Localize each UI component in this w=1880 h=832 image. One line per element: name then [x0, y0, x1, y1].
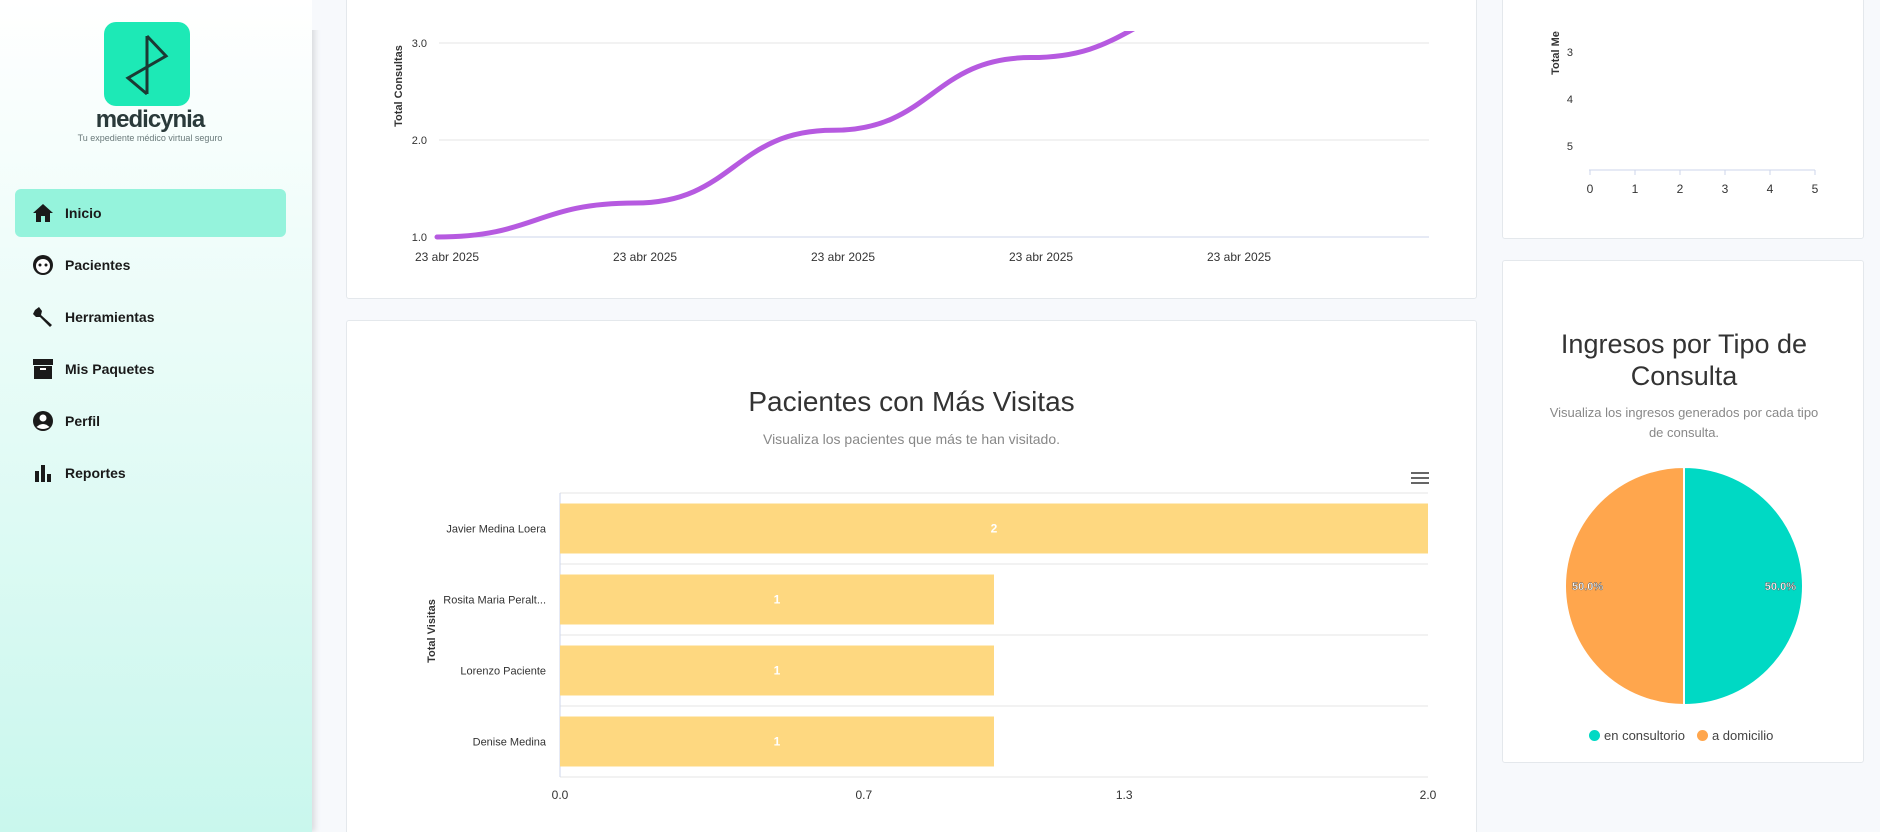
patients-visits-title: Pacientes con Más Visitas	[748, 386, 1075, 417]
x-tick-label: 23 abr 2025	[811, 250, 875, 264]
sidebar-item-label: Inicio	[65, 205, 102, 221]
sidebar-item-mis-paquetes[interactable]: Mis Paquetes	[15, 345, 286, 393]
x-tick-label: 0.7	[855, 788, 872, 802]
sidebar-item-perfil[interactable]: Perfil	[15, 397, 286, 445]
x-tick-label: 5	[1812, 182, 1819, 196]
x-tick-label: 23 abr 2025	[1009, 250, 1073, 264]
pie-data-label: 50.0%	[1572, 581, 1603, 593]
patient-face-icon	[31, 253, 55, 277]
y-tick-label: 3	[1567, 47, 1573, 59]
logo-mark-icon	[125, 34, 169, 96]
package-box-icon	[31, 357, 55, 381]
sidebar-item-reportes[interactable]: Reportes	[15, 449, 286, 497]
bar-data-label: 2	[991, 522, 998, 536]
sidebar-item-label: Pacientes	[65, 257, 131, 273]
x-tick-label: 23 abr 2025	[613, 250, 677, 264]
pie-slice	[1564, 465, 1685, 707]
sidebar-item-pacientes[interactable]: Pacientes	[15, 241, 286, 289]
category-label: Rosita Maria Peralt...	[443, 595, 546, 607]
y-tick-label: 2.0	[412, 135, 427, 147]
income-pie-subtitle: Visualiza los ingresos generados por cad…	[1549, 405, 1819, 440]
y-tick-label: 4	[1567, 94, 1573, 106]
sidebar-nav: Inicio Pacientes Herramientas Mis Paquet…	[15, 189, 286, 501]
bar	[560, 574, 994, 625]
y-axis-title: Total Consultas	[393, 45, 405, 127]
x-tick-label: 3	[1722, 182, 1729, 196]
x-tick-label: 2.0	[1420, 788, 1437, 802]
legend-dot	[1696, 730, 1708, 741]
consultas-line-chart-card: 1.0 2.0 3.0 23 abr 2025 23 abr 2025 23 abr 20…	[346, 0, 1477, 299]
category-label: Denise Medina	[473, 737, 547, 749]
x-tick-label: 0.0	[552, 788, 569, 802]
y-axis-title: Total Visitas	[426, 599, 438, 663]
x-tick-label: 1	[1632, 182, 1639, 196]
side-scatter-chart: 3 4 5 0 1 2 3 4 5 Total Me	[1550, 31, 1819, 196]
bar-data-label: 1	[774, 735, 781, 749]
chart-menu-icon[interactable]	[1411, 472, 1429, 484]
legend-label: en consultorio	[1604, 728, 1685, 743]
bar-data-label: 1	[774, 593, 781, 607]
sidebar-item-herramientas[interactable]: Herramientas	[15, 293, 286, 341]
bar	[560, 716, 994, 767]
bar	[560, 645, 994, 696]
bar-data-label: 1	[774, 664, 781, 678]
logo[interactable]	[104, 22, 190, 106]
side-scatter-chart-card: 3 4 5 0 1 2 3 4 5 Total Me	[1502, 0, 1864, 239]
income-pie-chart: 50.0% 50.0%	[1564, 465, 1804, 707]
patients-visits-chart-card: Pacientes con Más Visitas Visualiza los …	[346, 320, 1477, 832]
wrench-icon	[31, 305, 55, 329]
legend-item-a-domicilio[interactable]: a domicilio	[1696, 728, 1774, 743]
legend-item-en-consultorio[interactable]: en consultorio	[1589, 728, 1685, 743]
patients-visits-bar-chart: 2 Javier Medina Loera 1 Rosita Maria Peralt…	[426, 492, 1437, 802]
home-icon	[31, 201, 55, 225]
sidebar-item-label: Herramientas	[65, 309, 155, 325]
bar	[560, 503, 1428, 554]
bar-chart-icon	[31, 461, 55, 485]
profile-icon	[31, 409, 55, 433]
y-axis-title: Total Me	[1550, 31, 1562, 75]
sidebar: medicynia Tu expediente médico virtual s…	[0, 0, 312, 832]
consultas-line-chart: 1.0 2.0 3.0 23 abr 2025 23 abr 2025 23 abr 20…	[393, 31, 1429, 264]
patients-visits-subtitle: Visualiza los pacientes que más te han v…	[762, 431, 1061, 447]
pie-slice	[1683, 465, 1804, 707]
category-label: Lorenzo Paciente	[460, 666, 546, 678]
pie-legend: en consultorio a domicilio	[1589, 728, 1785, 743]
brand-tagline: Tu expediente médico virtual seguro	[77, 133, 223, 143]
x-tick-label: 1.3	[1116, 788, 1133, 802]
x-tick-label: 0	[1587, 182, 1594, 196]
y-tick-label: 3.0	[412, 38, 427, 50]
sidebar-item-label: Perfil	[65, 413, 101, 429]
legend-label: a domicilio	[1711, 728, 1774, 743]
x-tick-label: 2	[1677, 182, 1684, 196]
brand-name: medicynia	[95, 106, 205, 133]
x-tick-label: 23 abr 2025	[415, 250, 479, 264]
category-label: Javier Medina Loera	[446, 524, 547, 536]
series-line	[434, 31, 1136, 240]
legend-dot	[1589, 730, 1600, 741]
sidebar-item-inicio[interactable]: Inicio	[15, 189, 286, 237]
y-tick-label: 1.0	[412, 232, 427, 244]
sidebar-item-label: Reportes	[65, 465, 126, 481]
pie-data-label: 50.0%	[1765, 581, 1796, 593]
x-tick-label: 23 abr 2025	[1207, 250, 1271, 264]
y-tick-label: 5	[1567, 141, 1573, 153]
income-pie-title: Ingresos por Tipo de Consulta	[1560, 329, 1808, 391]
x-tick-label: 4	[1767, 182, 1774, 196]
sidebar-item-label: Mis Paquetes	[65, 361, 155, 377]
income-pie-chart-card: Ingresos por Tipo de Consulta Visualiza …	[1502, 260, 1864, 763]
